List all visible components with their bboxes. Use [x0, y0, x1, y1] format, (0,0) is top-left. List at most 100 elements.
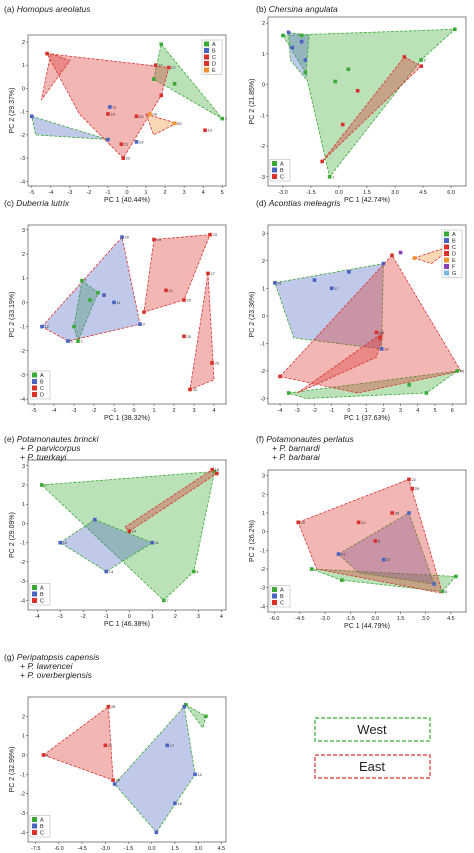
- x-tick-label-a-7: 2: [164, 190, 167, 196]
- point-e-6: [104, 569, 109, 574]
- point-c-5: [120, 235, 124, 239]
- point-label-g-7: 16: [177, 801, 182, 806]
- panel-title-g: (g) Peripatopsis capensis: [4, 652, 100, 662]
- x-tick-label-a-3: -2: [86, 190, 91, 196]
- point-d-16: [398, 250, 403, 255]
- point-c-8: [66, 339, 70, 343]
- hull-e-B-1: [59, 519, 154, 572]
- legend-label-b-A: A: [280, 162, 284, 168]
- legend-swatch-g-A: [32, 817, 37, 822]
- panel-e: (e) Potamonautes brincki+ P. parvicorpus…: [4, 434, 227, 628]
- x-tick-label-f-6: 3.0: [422, 616, 430, 622]
- x-tick-label-b-2: 0.0: [335, 190, 343, 196]
- point-f-2: [440, 589, 445, 594]
- hull-d-D-3: [279, 254, 462, 394]
- point-label-a-1: 1: [225, 116, 228, 121]
- legend-label-c-A: A: [40, 373, 44, 379]
- point-label-f-11: 12: [361, 520, 366, 525]
- region-key: West East: [314, 717, 431, 779]
- x-tick-label-b-5: 4.5: [419, 190, 427, 196]
- x-tick-label-a-6: 1: [145, 190, 148, 196]
- y-tick-label-f-1: -3: [260, 586, 265, 592]
- y-tick-label-e-6: 2: [22, 483, 25, 489]
- y-tick-label-g-2: -2: [20, 792, 25, 798]
- x-tick-label-d-3: -1: [329, 408, 334, 414]
- x-tick-label-b-6: 6.0: [447, 190, 455, 196]
- y-tick-label-f-0: -4: [260, 604, 265, 610]
- point-c-16: [206, 271, 210, 276]
- point-f-6: [432, 582, 436, 586]
- hull-a-E-4: [145, 113, 178, 136]
- legend-label-f-B: B: [280, 594, 284, 600]
- point-c-14: [182, 298, 186, 302]
- point-label-f-9: 22: [411, 477, 416, 482]
- point-b-5: [333, 79, 338, 84]
- y-tick-label-f-5: 1: [262, 511, 265, 517]
- point-a-12: [134, 114, 139, 119]
- point-d-7: [312, 278, 317, 282]
- x-tick-label-b-1: -1.5: [306, 190, 315, 196]
- x-tick-label-e-2: -2: [81, 614, 86, 620]
- y-tick-label-a-6: 2: [22, 40, 25, 46]
- x-tick-label-f-7: 4.5: [447, 616, 455, 622]
- legend-label-g-C: C: [40, 831, 44, 837]
- x-tick-label-g-1: -6.0: [54, 846, 63, 852]
- x-tick-label-b-3: 1.5: [363, 190, 371, 196]
- point-label-d-8: 17: [334, 286, 339, 291]
- hull-c-C-2: [143, 234, 211, 313]
- point-f-12: [390, 511, 394, 515]
- panel-subtitle-e-0: + P. parvicorpus: [20, 443, 81, 453]
- point-label-c-6: 12: [45, 324, 50, 329]
- y-tick-label-c-6: 2: [22, 252, 25, 258]
- point-label-g-11: 21: [108, 743, 113, 748]
- point-c-6: [40, 324, 44, 329]
- hull-g-B-1: [114, 705, 196, 833]
- point-label-c-17: 30: [193, 387, 198, 392]
- point-label-g-10: 30: [116, 778, 121, 783]
- legend-swatch-a-D: [204, 61, 209, 66]
- point-e-3: [162, 598, 166, 603]
- point-label-d-1: 46: [460, 368, 465, 373]
- hull-a-B-1: [31, 115, 109, 140]
- point-label-b-3: 2: [424, 58, 427, 63]
- point-c-1: [96, 290, 100, 295]
- legend-swatch-d-F: [444, 264, 449, 269]
- point-b-1: [299, 33, 304, 38]
- y-axis-label-g: PC 2 (32.99%): [9, 747, 16, 793]
- point-label-g-9: 28: [111, 704, 116, 709]
- point-label-c-12: 24: [213, 232, 218, 237]
- point-b-8: [286, 30, 291, 35]
- x-tick-label-g-4: -1.5: [124, 846, 133, 852]
- y-tick-label-f-2: -2: [260, 567, 265, 573]
- legend-label-d-E: E: [452, 258, 456, 264]
- point-label-a-18: 13: [208, 128, 213, 133]
- x-tick-label-f-5: 1.5: [397, 616, 405, 622]
- point-e-1: [212, 469, 217, 474]
- point-a-13: [119, 142, 124, 146]
- x-tick-label-c-7: 2: [172, 408, 175, 414]
- panel-species-d: Acontias meleagris: [268, 198, 342, 208]
- east-key-box: [314, 754, 431, 779]
- x-tick-label-d-6: 2: [382, 408, 385, 414]
- point-d-12: [390, 253, 394, 258]
- point-label-d-10: 48: [379, 330, 384, 335]
- point-label-a-6: 11: [112, 105, 117, 110]
- legend-label-a-E: E: [212, 68, 216, 74]
- hull-c-D-3: [189, 273, 215, 391]
- x-tick-label-a-9: 4: [202, 190, 205, 196]
- x-tick-label-d-2: -2: [312, 408, 317, 414]
- point-d-6: [379, 347, 384, 351]
- point-c-7: [138, 322, 142, 326]
- panel-title-a: (a) Homopus areolatus: [4, 4, 91, 14]
- legend-swatch-f-C: [272, 600, 277, 605]
- x-tick-label-g-6: 1.5: [171, 846, 179, 852]
- point-label-c-19: 26: [215, 360, 220, 365]
- legend-label-e-B: B: [40, 592, 44, 598]
- legend-label-a-C: C: [212, 55, 216, 61]
- legend-label-a-A: A: [212, 42, 216, 48]
- hull-g-C-2: [42, 705, 114, 781]
- point-g-11: [103, 743, 108, 748]
- x-tick-label-g-8: 4.5: [218, 846, 226, 852]
- point-label-f-7: 37: [386, 557, 391, 562]
- y-tick-label-g-1: -3: [20, 811, 25, 817]
